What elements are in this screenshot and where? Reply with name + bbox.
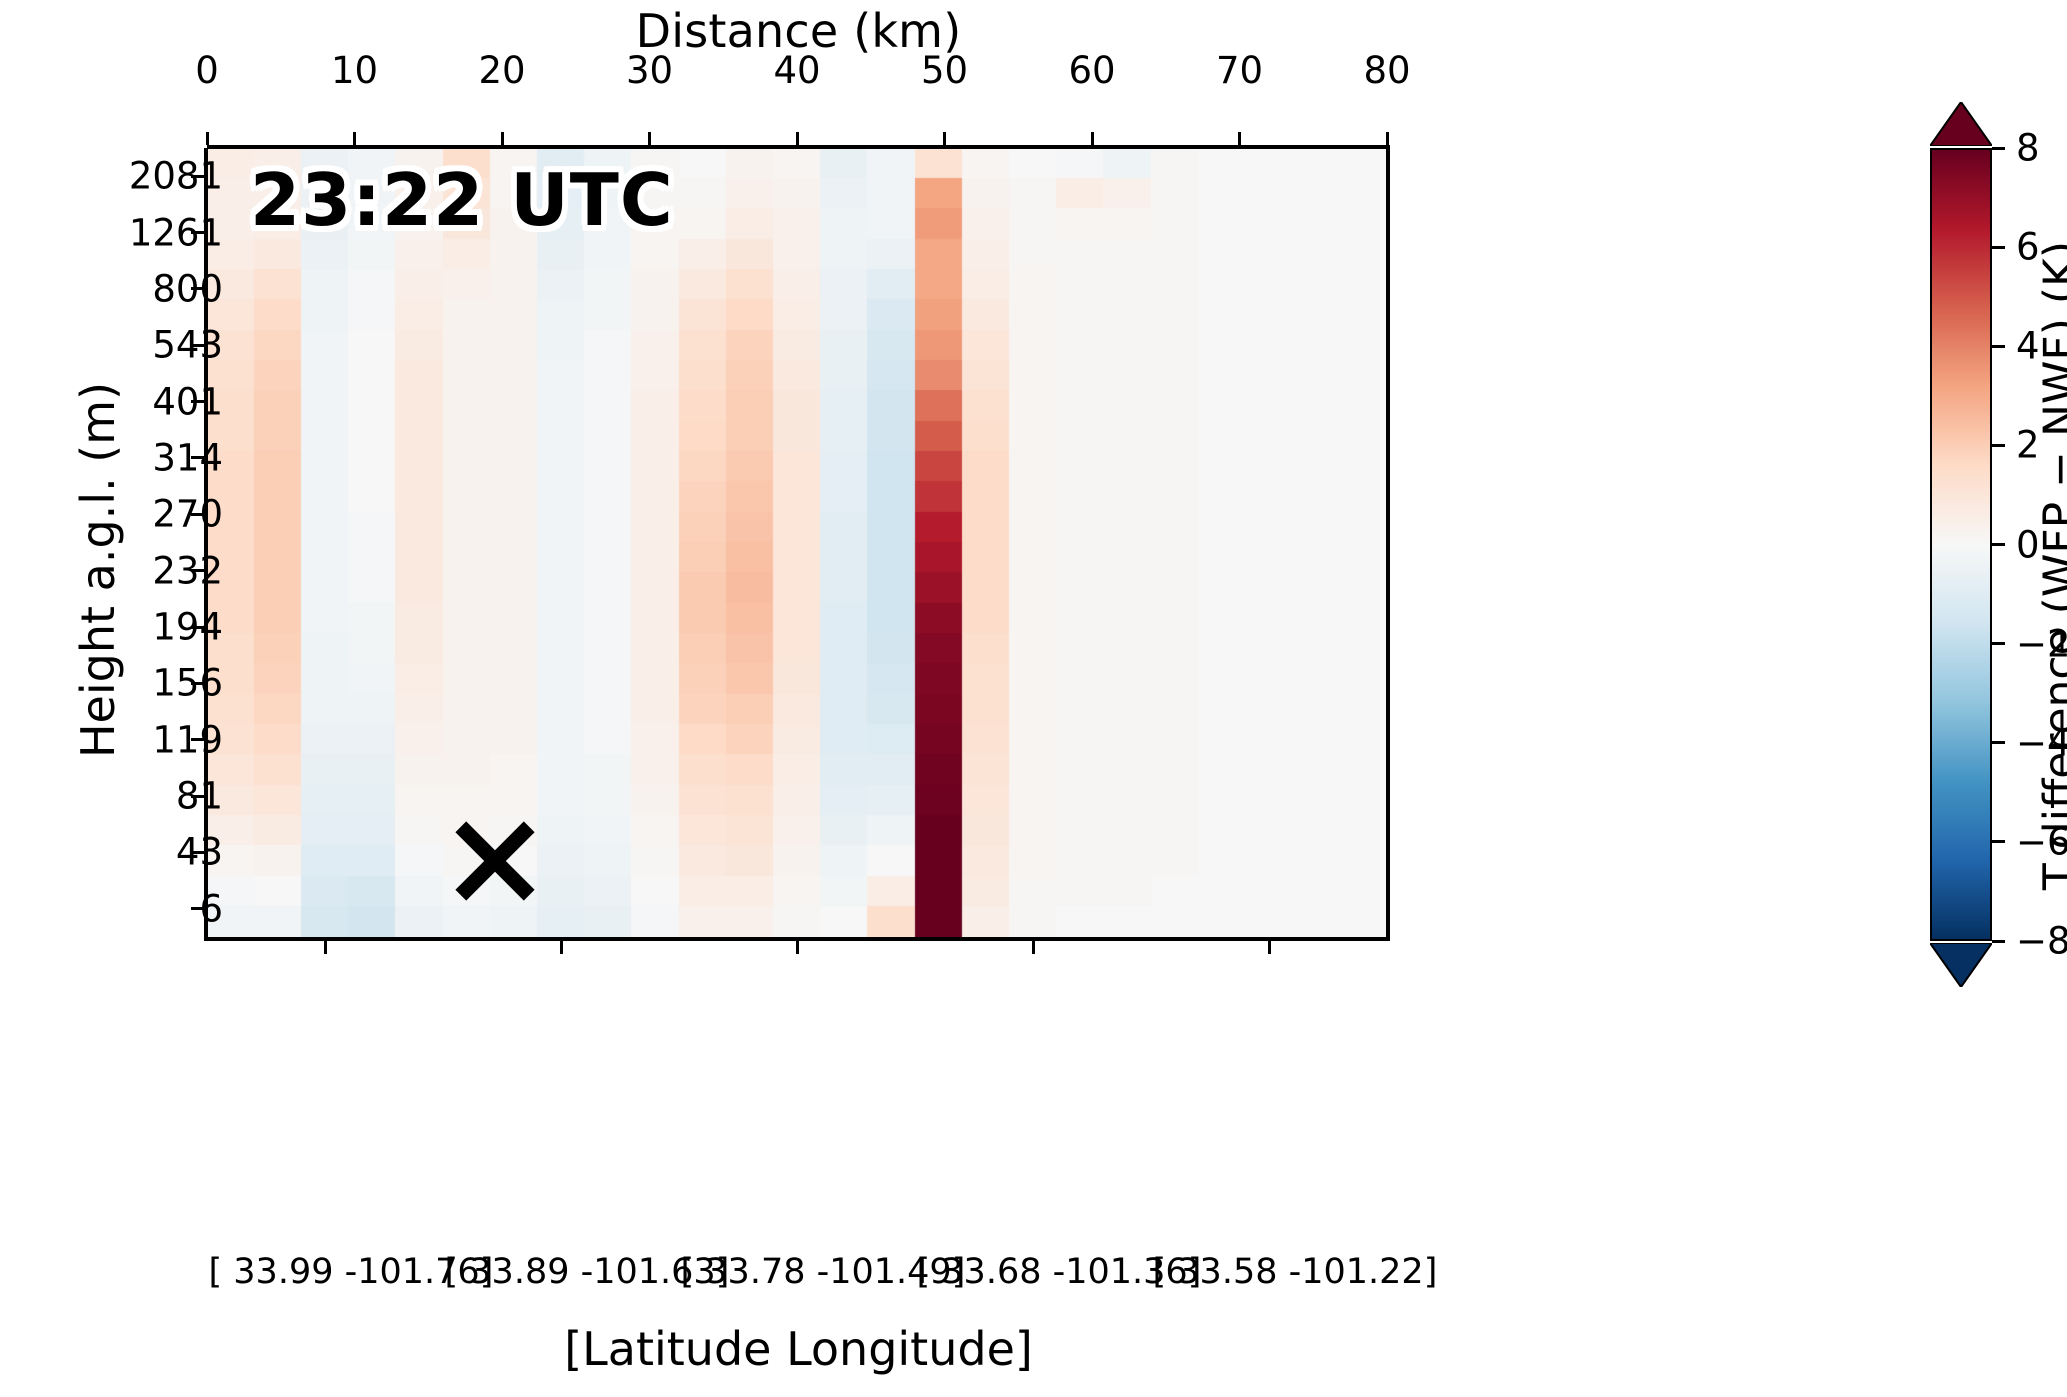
y-tick-label: 1261: [128, 211, 223, 255]
colorbar-tick: [1992, 939, 2005, 943]
y-tick: [191, 400, 204, 404]
y-tick: [191, 681, 204, 685]
x-tick-top: [500, 132, 504, 145]
x-tick-top: [205, 132, 209, 145]
x-tick-label-top: 70: [1215, 49, 1264, 92]
y-axis-title: Height a.g.l. (m): [71, 381, 125, 759]
y-tick: [191, 287, 204, 291]
x-tick-top: [1385, 132, 1389, 145]
latlon-tick-label: [ 33.99 -101.76]: [208, 1252, 494, 1292]
y-tick-label: 270: [152, 492, 223, 536]
y-tick-label: 800: [152, 267, 223, 311]
colorbar-tick-label: 8: [2016, 126, 2040, 170]
colorbar-tick: [1992, 443, 2005, 447]
x-tick-top: [353, 132, 356, 145]
colorbar-tick-label: 0: [2016, 523, 2040, 566]
x-tick-label-top: 60: [1068, 49, 1116, 92]
colorbar-tick: [1992, 741, 2005, 745]
x-tick-label-top: 20: [478, 49, 526, 92]
x-tick-label-top: 40: [773, 49, 821, 92]
y-tick: [191, 738, 204, 742]
colorbar-tick-label: −8: [2016, 919, 2067, 963]
colorbar-gradient: [1930, 148, 1992, 941]
x-tick-label-top: 0: [195, 49, 219, 92]
colorbar-tick-label: 4: [2016, 324, 2040, 368]
latlon-tick-label: [ 33.89 -101.63]: [444, 1252, 730, 1292]
colorbar-tick: [1992, 146, 2005, 150]
latlon-tick-label: [ 33.78 -101.49]: [680, 1252, 966, 1292]
y-tick-label: 156: [152, 661, 223, 705]
x-tick-label-top: 10: [330, 49, 379, 92]
axis-line-right: [1386, 148, 1390, 941]
colorbar[interactable]: −8 −6 −4 −2 0 2 4 6 8: [1930, 102, 2067, 987]
y-tick: [191, 456, 204, 460]
bottom-axis-title: [Latitude Longitude]: [564, 1322, 1033, 1376]
site-x-marker: [455, 821, 535, 901]
colorbar-tick-label: 6: [2016, 225, 2040, 269]
colorbar-extend-max-arrow-icon: [1930, 102, 1992, 146]
x-tick-top: [1238, 132, 1241, 145]
y-tick: [191, 174, 204, 178]
x-tick-bottom: [559, 941, 563, 954]
time-annotation: 23:22 UTC: [250, 158, 674, 242]
colorbar-tick: [1992, 642, 2005, 646]
heatmap-canvas: [207, 148, 1387, 937]
colorbar-tick-label: −4: [2016, 721, 2067, 765]
x-tick-bottom: [1267, 941, 1271, 954]
y-tick-label: 543: [152, 323, 223, 367]
y-tick: [191, 907, 204, 911]
y-tick-label: 81: [175, 774, 223, 818]
y-tick: [191, 850, 204, 854]
colorbar-tick-label: 2: [2016, 423, 2040, 467]
x-tick-bottom: [795, 941, 799, 954]
y-tick: [191, 231, 204, 235]
y-tick: [191, 512, 204, 516]
x-tick-bottom: [323, 941, 327, 954]
y-tick-label: 314: [152, 436, 223, 480]
colorbar-tick-label: −2: [2016, 622, 2067, 666]
axis-line-top: [207, 145, 1390, 149]
y-tick-label: 401: [152, 380, 223, 424]
colorbar-tick: [1992, 344, 2005, 348]
top-axis-title: Distance (km): [635, 4, 962, 58]
x-tick-bottom: [1031, 941, 1035, 954]
x-tick-label-top: 80: [1363, 49, 1411, 92]
y-tick-label: 2081: [128, 154, 223, 198]
axis-line-bottom: [207, 937, 1390, 941]
y-tick-label: 6: [199, 887, 223, 931]
y-tick: [191, 343, 204, 347]
y-tick: [191, 625, 204, 629]
y-tick-label: 232: [152, 549, 223, 593]
x-tick-top: [648, 132, 651, 145]
latlon-tick-row: [ 33.99 -101.76][ 33.89 -101.63][ 33.78 …: [207, 1252, 1438, 1292]
y-tick-label: 194: [152, 605, 223, 649]
y-tick-label: 43: [175, 830, 223, 874]
x-tick-top: [795, 132, 799, 145]
axis-line-left: [204, 148, 208, 941]
colorbar-tick: [1992, 245, 2005, 249]
y-tick: [191, 794, 204, 798]
x-tick-top: [943, 132, 946, 145]
y-tick-label: 119: [152, 718, 223, 762]
x-tick-label-top: 50: [920, 49, 969, 92]
x-tick-label-top: 30: [625, 49, 674, 92]
latlon-tick-label: [ 33.58 -101.22]: [1152, 1252, 1438, 1292]
x-tick-top: [1090, 132, 1094, 145]
y-tick: [191, 569, 204, 573]
colorbar-extend-min-arrow-icon: [1930, 943, 1992, 987]
colorbar-tick: [1992, 840, 2005, 844]
colorbar-title: T difference (WFP − NWF) (K): [2034, 240, 2067, 890]
latlon-tick-label: [ 33.68 -101.36]: [916, 1252, 1202, 1292]
colorbar-tick-label: −6: [2016, 820, 2067, 864]
heatmap-plot-area[interactable]: [207, 148, 1387, 937]
colorbar-tick: [1992, 543, 2005, 546]
